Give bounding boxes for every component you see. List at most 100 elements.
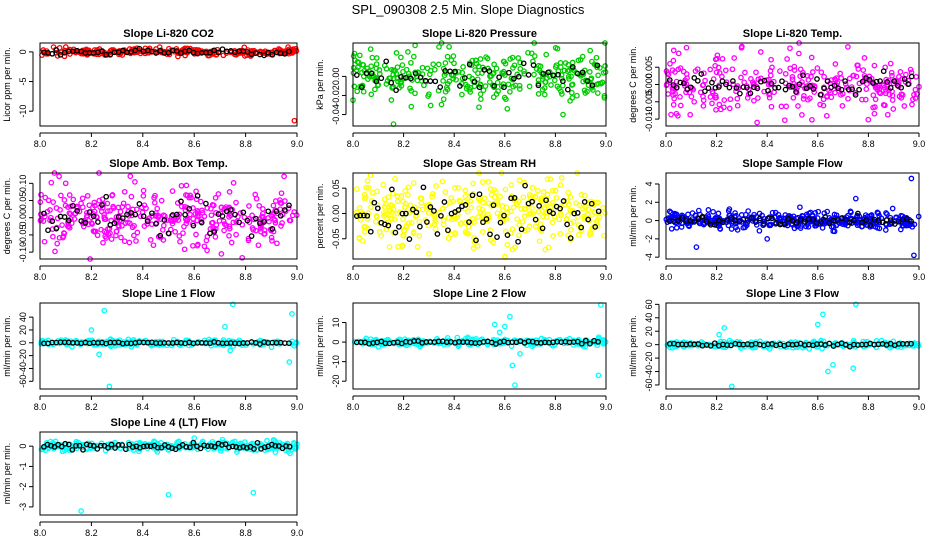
data-point	[557, 231, 564, 237]
y-tick-label: 0.10	[18, 175, 28, 193]
x-tick-label: 8.0	[660, 402, 673, 412]
data-point	[799, 112, 805, 118]
data-point	[555, 68, 562, 74]
data-point-black	[136, 45, 143, 52]
x-tick-label: 8.6	[188, 402, 201, 412]
data-point	[61, 197, 68, 203]
data-point	[231, 438, 238, 445]
data-point-black	[822, 214, 829, 220]
data-point	[712, 62, 719, 69]
data-point	[404, 192, 411, 198]
data-point	[429, 193, 435, 200]
data-point	[728, 383, 735, 390]
data-point	[800, 96, 807, 102]
data-point	[695, 207, 702, 214]
data-point-black	[281, 50, 288, 57]
data-point	[890, 106, 897, 112]
data-point	[277, 200, 284, 206]
data-point	[195, 209, 201, 216]
data-point	[594, 90, 601, 96]
data-point	[730, 81, 737, 88]
data-point	[526, 192, 533, 198]
data-point	[560, 111, 566, 118]
data-point	[549, 187, 556, 194]
data-point	[726, 105, 733, 112]
data-point-black	[204, 443, 211, 449]
data-point	[908, 175, 915, 182]
data-point-black	[87, 442, 94, 449]
data-point-black	[62, 440, 69, 447]
data-point-black	[786, 82, 792, 89]
data-point	[719, 73, 725, 80]
data-point	[193, 231, 199, 238]
y-tick-label: 0	[331, 340, 341, 345]
data-point	[578, 227, 585, 234]
data-point	[414, 244, 421, 250]
chart-title: Slope Line 2 Flow	[433, 288, 526, 300]
data-point	[846, 75, 853, 82]
data-point	[160, 237, 167, 243]
plot-frame	[352, 172, 607, 260]
data-point	[502, 186, 509, 193]
y-tick-label: -40	[18, 362, 28, 375]
data-point	[41, 238, 48, 245]
data-point-black	[711, 221, 718, 228]
chart-title: Slope Gas Stream RH	[423, 158, 536, 170]
data-point	[226, 214, 232, 220]
data-point	[427, 102, 434, 109]
data-point-black	[244, 217, 251, 224]
data-point	[246, 203, 252, 209]
data-point	[449, 216, 456, 223]
data-point	[550, 199, 556, 206]
data-point-black	[504, 232, 511, 238]
data-point	[278, 190, 285, 197]
data-point	[669, 67, 676, 74]
data-point	[709, 88, 716, 95]
y-axis-label: percent per min.	[315, 183, 325, 248]
y-tick-label: -5	[18, 78, 28, 86]
data-point	[436, 44, 442, 50]
data-point-black	[410, 206, 416, 213]
data-point	[677, 94, 683, 100]
x-tick-label: 8.4	[448, 272, 461, 282]
data-point-black	[80, 446, 86, 453]
x-tick-label: 8.2	[397, 139, 410, 149]
data-point-black	[94, 446, 101, 452]
data-point	[120, 200, 127, 207]
series-black	[353, 337, 601, 347]
data-point	[50, 199, 57, 205]
data-point	[487, 186, 494, 192]
data-point	[793, 86, 800, 93]
data-point	[504, 105, 511, 112]
data-point-black	[826, 340, 833, 347]
data-point	[908, 220, 915, 227]
data-point	[490, 94, 497, 101]
data-point-black	[824, 78, 831, 84]
x-tick-label: 8.6	[188, 139, 201, 149]
data-point-black	[789, 218, 796, 224]
data-point-black	[564, 221, 570, 228]
data-point	[668, 209, 674, 216]
data-point	[470, 245, 477, 252]
data-point-black	[265, 208, 272, 215]
data-point-black	[130, 444, 136, 450]
y-tick-label: 40	[644, 313, 654, 323]
data-point	[817, 101, 823, 108]
data-point	[206, 52, 213, 59]
data-point	[233, 231, 239, 238]
y-tick-label: 0	[644, 218, 654, 223]
data-point	[96, 351, 102, 358]
data-point	[416, 232, 423, 239]
data-point	[365, 210, 371, 217]
data-point	[426, 251, 432, 257]
data-point	[183, 220, 190, 227]
data-point	[870, 92, 877, 99]
data-point	[405, 184, 412, 191]
data-point	[140, 193, 147, 199]
data-point-black	[698, 71, 705, 77]
data-point	[188, 194, 194, 201]
data-point	[407, 85, 413, 92]
data-point	[260, 206, 266, 212]
x-tick-label: 8.2	[85, 528, 98, 538]
plot-frame	[39, 42, 298, 127]
